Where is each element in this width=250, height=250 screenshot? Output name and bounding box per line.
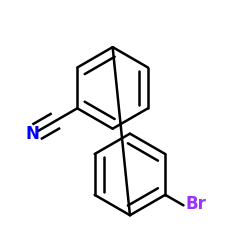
Text: N: N bbox=[26, 125, 40, 143]
Text: Br: Br bbox=[186, 195, 207, 213]
